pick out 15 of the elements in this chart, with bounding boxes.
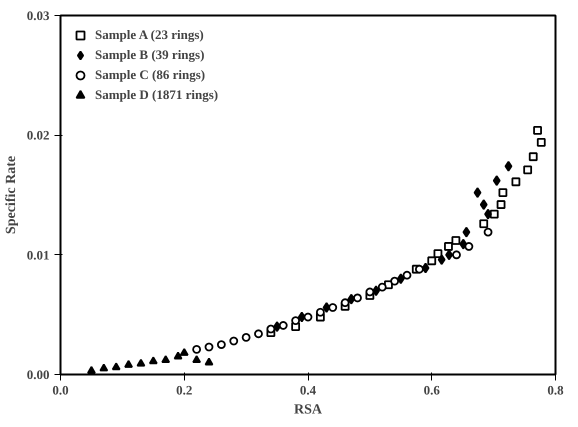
x-tick-label: 0.0 — [52, 382, 69, 398]
x-axis-title: RSA — [294, 402, 323, 418]
x-tick-label: 0.4 — [300, 382, 317, 398]
legend-label: Sample B (39 rings) — [95, 47, 204, 63]
y-tick-label: 0.01 — [26, 247, 50, 262]
x-tick-label: 0.2 — [176, 382, 192, 398]
legend-label: Sample A (23 rings) — [95, 27, 204, 43]
y-tick-label: 0.02 — [26, 128, 50, 143]
x-tick-label: 0.8 — [547, 382, 564, 398]
y-tick-label: 0.00 — [26, 367, 50, 382]
legend-label: Sample C (86 rings) — [95, 67, 206, 83]
y-axis-title: Specific Rate — [4, 156, 19, 234]
legend-label: Sample D (1871 rings) — [95, 87, 218, 103]
y-tick-label: 0.03 — [26, 8, 50, 23]
x-tick-label: 0.6 — [424, 382, 440, 398]
